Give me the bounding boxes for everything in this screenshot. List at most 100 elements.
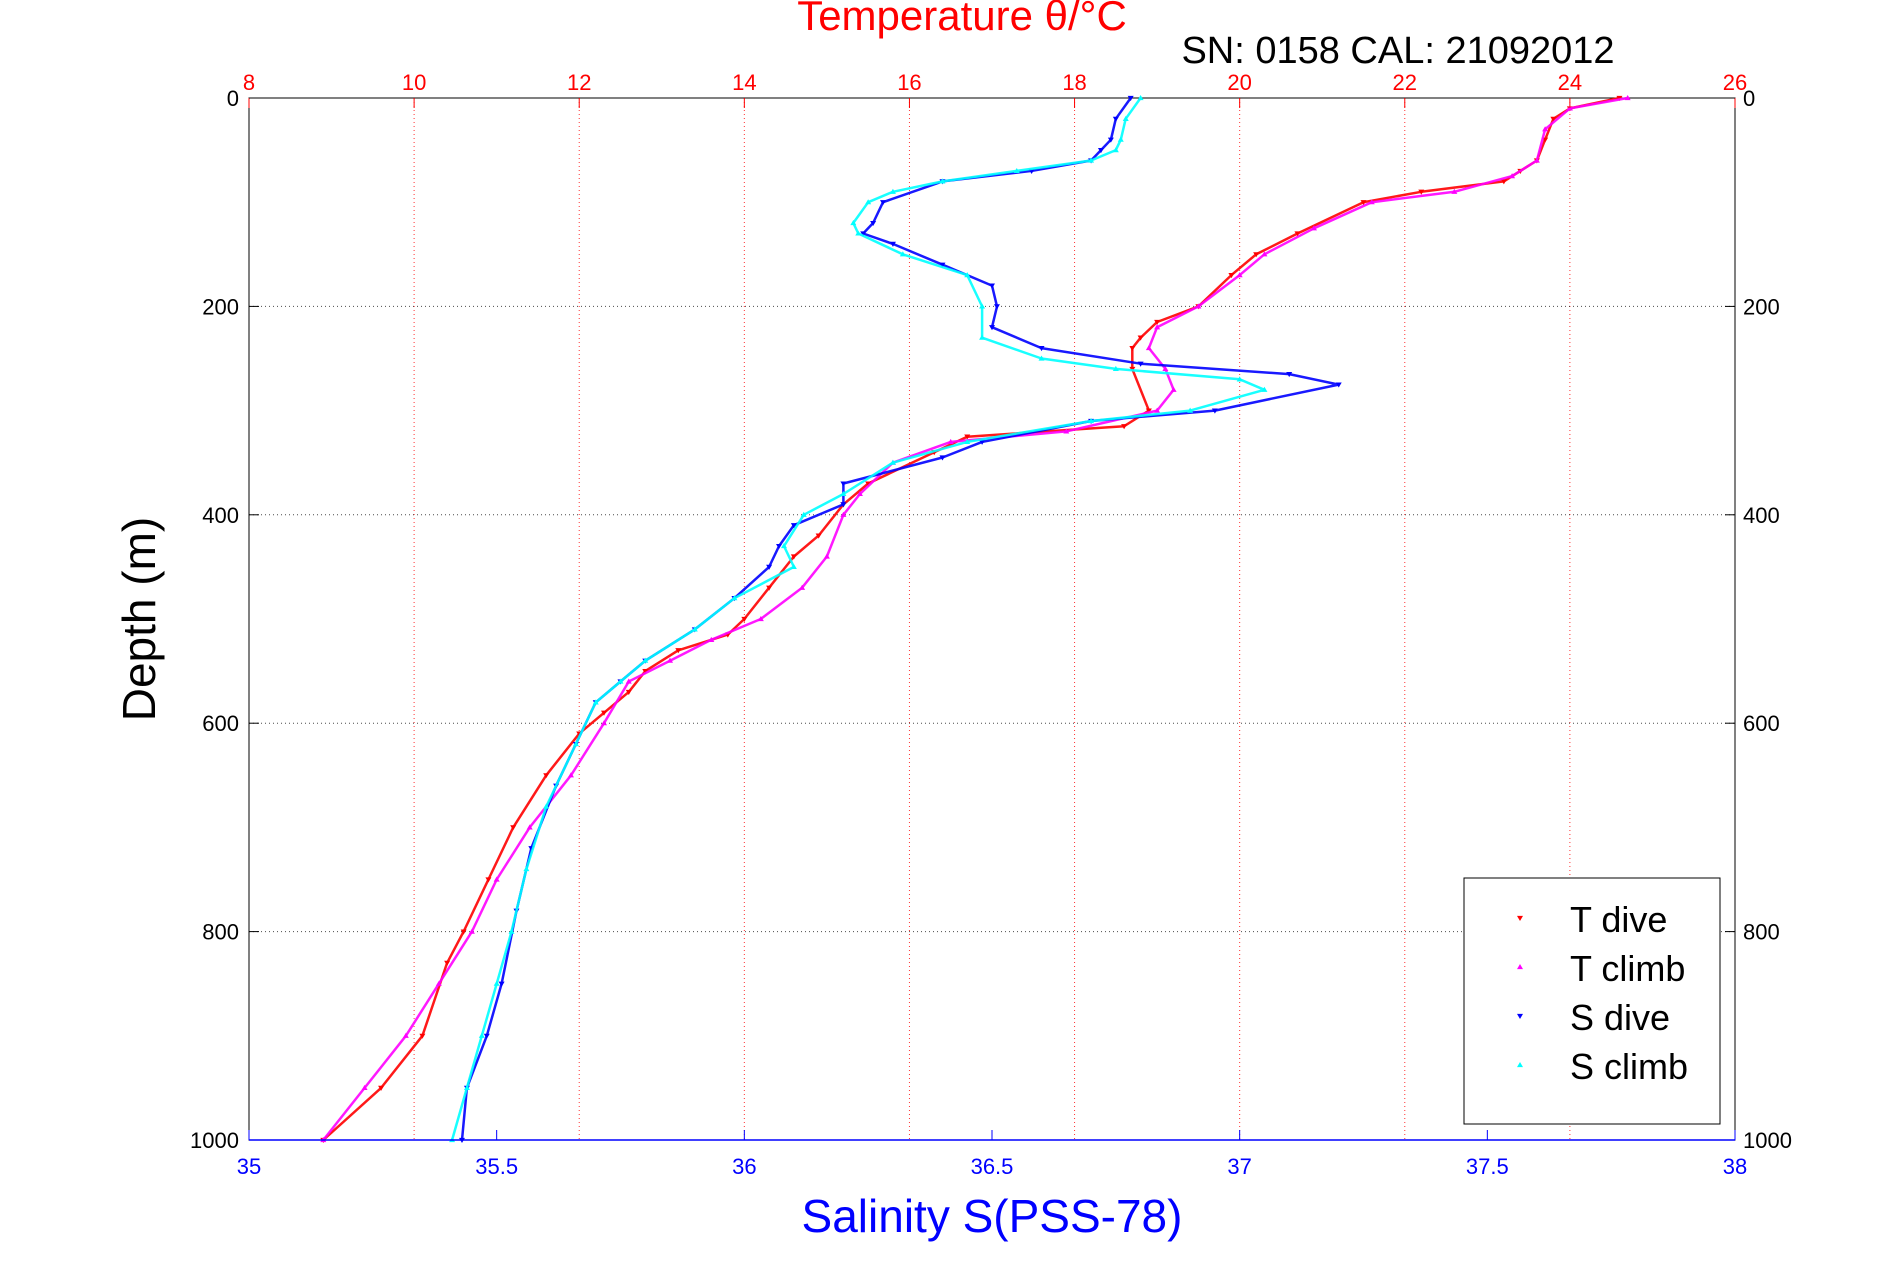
data-point-s-dive: [979, 439, 986, 445]
data-point-s-dive: [860, 231, 867, 237]
data-point-t-climb: [600, 720, 607, 726]
top-tick-label: 24: [1558, 70, 1582, 95]
data-point-t-climb: [799, 584, 806, 590]
data-point-s-dive: [1335, 382, 1342, 388]
data-point-t-dive: [741, 616, 748, 622]
top-axis-title: Temperature θ/°C: [797, 0, 1127, 39]
data-point-s-dive: [766, 564, 773, 570]
data-point-t-climb: [1145, 345, 1152, 351]
data-point-t-climb: [1236, 272, 1243, 278]
data-point-s-dive: [483, 1033, 490, 1039]
data-point-t-climb: [1261, 251, 1268, 257]
chart-subtitle: SN: 0158 CAL: 21092012: [1181, 30, 1614, 72]
data-point-t-climb: [1170, 386, 1177, 392]
data-point-t-climb: [1368, 199, 1375, 205]
top-tick-label: 18: [1062, 70, 1086, 95]
data-point-s-climb: [855, 230, 862, 236]
data-point-t-climb: [1154, 324, 1161, 330]
data-point-s-dive: [989, 283, 995, 289]
legend-marker: [1517, 915, 1523, 921]
series-line-s-climb: [450, 97, 1266, 1141]
data-point-s-climb: [1112, 147, 1119, 153]
data-point-t-dive: [460, 929, 467, 935]
data-point-s-climb: [1236, 376, 1243, 382]
data-point-t-climb: [1542, 126, 1549, 132]
data-point-s-dive: [840, 481, 847, 487]
data-point-t-dive: [642, 669, 649, 675]
data-point-t-climb: [1533, 157, 1540, 163]
data-point-s-dive: [790, 523, 797, 529]
legend-label: S dive: [1570, 997, 1670, 1038]
bottom-tick-label: 35: [237, 1154, 261, 1179]
data-point-s-dive: [1127, 95, 1134, 101]
data-point-t-dive: [510, 825, 517, 831]
data-point-s-climb: [1088, 418, 1095, 424]
data-point-s-dive: [1097, 148, 1104, 154]
data-point-t-dive: [1550, 116, 1557, 122]
data-point-t-climb: [567, 772, 574, 778]
data-point-s-climb: [964, 272, 971, 278]
legend-label: T climb: [1570, 948, 1685, 989]
data-point-s-climb: [850, 220, 857, 226]
data-point-t-climb: [1154, 407, 1161, 413]
series-t-climb: [320, 95, 1631, 1143]
data-point-t-dive: [1121, 424, 1128, 430]
data-point-s-climb: [642, 657, 649, 663]
data-point-s-climb: [731, 595, 738, 601]
left-tick-label: 800: [202, 920, 239, 945]
data-point-t-dive: [1294, 231, 1301, 237]
data-point-s-climb: [463, 1084, 470, 1090]
data-point-s-dive: [1107, 137, 1114, 143]
bottom-tick-label: 37.5: [1466, 1154, 1509, 1179]
data-point-t-dive: [964, 434, 971, 440]
data-point-s-climb: [493, 980, 500, 986]
legend-marker: [1517, 964, 1523, 970]
data-point-s-dive: [1211, 408, 1218, 414]
data-point-t-climb: [402, 1032, 409, 1038]
data-point-s-climb: [939, 178, 946, 184]
data-point-s-climb: [1122, 115, 1129, 121]
legend-marker: [1517, 1062, 1523, 1068]
data-point-s-climb: [889, 459, 896, 465]
data-point-t-climb: [1063, 428, 1070, 434]
data-point-s-climb: [790, 563, 797, 569]
left-tick-label: 1000: [190, 1128, 239, 1153]
data-point-t-dive: [1228, 273, 1235, 279]
data-point-t-climb: [1310, 225, 1317, 231]
left-tick-label: 0: [227, 86, 239, 111]
right-tick-label: 600: [1743, 711, 1780, 736]
data-point-s-dive: [880, 200, 887, 206]
data-point-t-dive: [1154, 319, 1161, 326]
data-point-t-climb: [757, 616, 764, 622]
data-point-s-dive: [1112, 116, 1119, 122]
data-point-t-climb: [1451, 188, 1458, 194]
bottom-axis-title: Salinity S(PSS-78): [802, 1190, 1183, 1242]
data-point-s-climb: [1088, 157, 1095, 163]
data-point-t-dive: [675, 648, 682, 654]
data-point-t-dive: [1145, 408, 1152, 414]
data-point-t-dive: [1253, 252, 1260, 258]
data-point-t-climb: [468, 928, 475, 934]
data-point-t-dive: [1137, 335, 1144, 341]
top-tick-label: 16: [897, 70, 921, 95]
data-point-t-dive: [1418, 189, 1425, 195]
data-point-s-climb: [572, 741, 579, 747]
data-point-t-dive: [815, 533, 822, 539]
data-point-t-dive: [485, 877, 492, 883]
top-tick-label: 20: [1227, 70, 1251, 95]
data-point-t-climb: [435, 980, 442, 986]
data-point-s-dive: [989, 325, 995, 331]
data-point-s-climb: [1112, 365, 1119, 372]
data-point-s-climb: [899, 251, 906, 257]
data-point-s-climb: [523, 866, 530, 872]
data-point-t-climb: [667, 657, 674, 663]
data-point-t-climb: [1195, 303, 1202, 309]
top-tick-label: 8: [243, 70, 255, 95]
data-point-t-dive: [1500, 179, 1507, 185]
left-tick-label: 200: [202, 294, 239, 319]
bottom-tick-label: 37: [1227, 1154, 1251, 1179]
data-point-t-climb: [493, 876, 500, 882]
data-point-s-dive: [939, 262, 946, 268]
y-axis-title: Depth (m): [113, 517, 165, 721]
data-point-s-climb: [840, 490, 847, 497]
